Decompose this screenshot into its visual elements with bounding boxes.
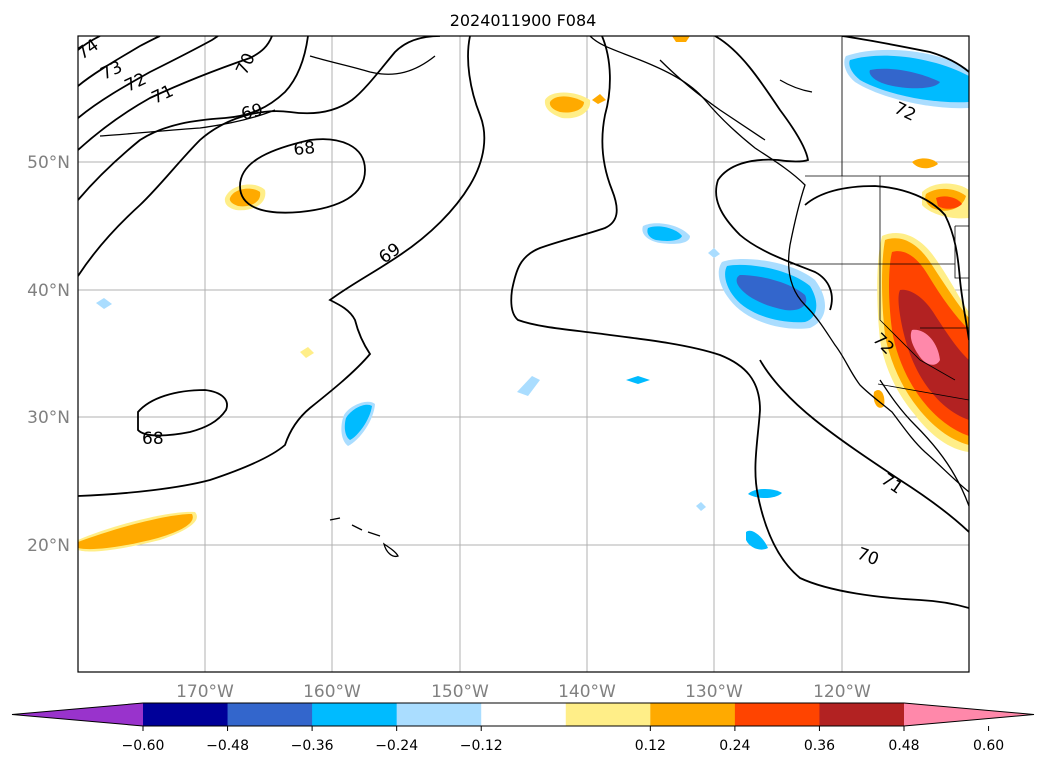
colorbar-tick-label: −0.48 bbox=[206, 738, 249, 754]
pos-anomaly-5 bbox=[300, 347, 314, 358]
colorbar-tick-label: 0.24 bbox=[719, 738, 750, 754]
height-contours bbox=[78, 36, 969, 609]
map-background bbox=[78, 36, 969, 672]
lon-label-150w: 150°W bbox=[431, 682, 489, 702]
pos-anomaly-2 bbox=[549, 96, 584, 113]
border-us-mexico bbox=[877, 383, 969, 401]
pos-anomaly-8 bbox=[672, 36, 690, 42]
border-ca-nv bbox=[879, 264, 956, 381]
pos-anomaly-1 bbox=[229, 188, 261, 207]
neg-anomaly-small-2-core bbox=[344, 404, 372, 440]
contour-label: 68 bbox=[293, 138, 316, 160]
contour-68-north bbox=[239, 138, 366, 214]
lon-label-120w: 120°W bbox=[813, 682, 871, 702]
lon-label-130w: 130°W bbox=[685, 682, 743, 702]
colorbar-swatch bbox=[734, 703, 820, 726]
aleutian-islands bbox=[99, 109, 276, 137]
neg-anomaly-small-8 bbox=[708, 248, 720, 258]
pos-anomaly-3 bbox=[592, 94, 606, 104]
colorbar-extend-low bbox=[12, 703, 143, 726]
se-alaska-coast bbox=[659, 59, 766, 141]
colorbar-swatch bbox=[565, 703, 651, 726]
pos-anomaly-pink bbox=[910, 329, 940, 365]
colorbar-swatch bbox=[312, 703, 398, 726]
pos-anomaly-7 bbox=[912, 158, 938, 169]
colorbar-swatch bbox=[650, 703, 736, 726]
contour-71 bbox=[78, 36, 273, 151]
neg-anomaly-small-4 bbox=[626, 376, 650, 384]
colorbar-swatch bbox=[227, 703, 313, 726]
lat-label-30n: 30°N bbox=[27, 408, 70, 428]
colorbar-tick-label: −0.12 bbox=[460, 738, 503, 754]
contour-label: 68 bbox=[142, 429, 164, 449]
aleutian-coast bbox=[309, 55, 436, 75]
contour-74 bbox=[78, 36, 101, 51]
map-panel: 74 73 72 71 70 69 68 69 68 72 72 71 70 bbox=[77, 35, 970, 673]
hawaii-islands bbox=[329, 517, 399, 558]
colorbar-tick-label: 0.60 bbox=[973, 738, 1004, 754]
latitude-labels: 50°N 40°N 30°N 20°N bbox=[27, 153, 70, 556]
contour-71-south bbox=[759, 359, 969, 533]
contour-72-goa bbox=[841, 36, 969, 73]
map-frame bbox=[77, 35, 970, 673]
neg-anomaly-goa-dark bbox=[869, 68, 940, 89]
neg-anomaly-small-1-core bbox=[647, 226, 682, 241]
contour-72 bbox=[78, 36, 219, 119]
lon-label-140w: 140°W bbox=[558, 682, 616, 702]
colorbar-tick-label: −0.36 bbox=[291, 738, 334, 754]
shaded-anomalies bbox=[78, 36, 969, 552]
contour-69 bbox=[78, 36, 486, 497]
colorbar-tick-label: 0.36 bbox=[804, 738, 835, 754]
gridlines bbox=[78, 36, 969, 672]
colorbar-tick-label: −0.60 bbox=[122, 738, 165, 754]
neg-anomaly-small-3 bbox=[517, 376, 540, 396]
neg-anomaly-small-7 bbox=[96, 298, 112, 309]
colorbar-extend-high bbox=[904, 703, 1034, 726]
pos-anomaly-4 bbox=[78, 514, 193, 550]
lat-label-50n: 50°N bbox=[27, 153, 70, 173]
lat-label-40n: 40°N bbox=[27, 281, 70, 301]
neg-anomaly-small-6 bbox=[746, 530, 768, 550]
contour-68-south bbox=[137, 389, 228, 437]
neg-anomaly-small-9 bbox=[696, 502, 706, 511]
neg-anomaly-dark bbox=[736, 275, 807, 311]
colorbar-swatch bbox=[819, 703, 905, 726]
colorbar-tick-label: 0.48 bbox=[888, 738, 919, 754]
west-coast-coastline bbox=[589, 36, 969, 493]
colorbar-swatch bbox=[481, 703, 567, 726]
contour-70 bbox=[78, 36, 309, 201]
colorbar: −0.60 −0.48 −0.36 −0.24 −0.12 0.12 0.24 0.36 0.4… bbox=[11, 702, 1035, 754]
figure-title: 2024011900 F084 bbox=[450, 11, 597, 30]
contour-73 bbox=[78, 36, 161, 87]
colorbar-tick-label: 0.12 bbox=[635, 738, 666, 754]
lat-label-20n: 20°N bbox=[27, 536, 70, 556]
pos-anomaly-mt-core bbox=[936, 196, 962, 209]
contour-71-coast bbox=[714, 36, 833, 311]
contour-72-sw bbox=[804, 185, 969, 341]
coast-fragment bbox=[779, 79, 813, 93]
colorbar-swatch bbox=[396, 703, 482, 726]
lon-label-170w: 170°W bbox=[176, 682, 234, 702]
colorbar-tick-label: −0.24 bbox=[375, 738, 418, 754]
baja-coastline bbox=[879, 379, 969, 507]
coastlines bbox=[99, 36, 969, 558]
contour-70-south bbox=[510, 36, 969, 609]
lon-label-160w: 160°W bbox=[303, 682, 361, 702]
longitude-labels: 170°W 160°W 150°W 140°W 130°W 120°W bbox=[176, 682, 871, 702]
colorbar-swatch bbox=[143, 703, 229, 726]
borders bbox=[790, 36, 969, 401]
